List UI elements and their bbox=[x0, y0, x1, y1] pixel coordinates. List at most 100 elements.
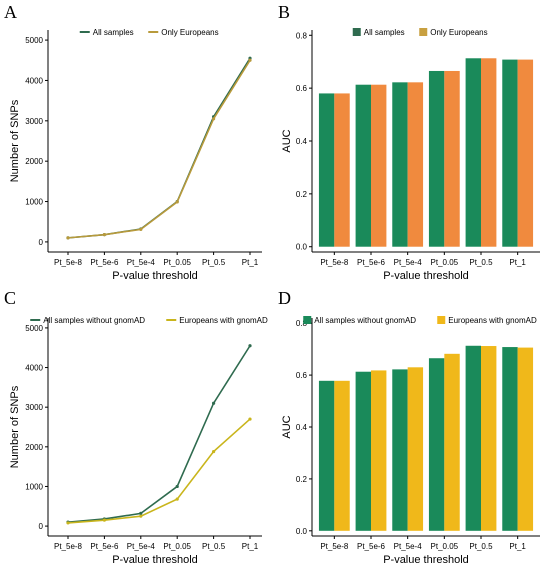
bar bbox=[371, 370, 387, 531]
x-tick-label: Pt_5e-4 bbox=[394, 258, 423, 267]
y-tick-label: 0.8 bbox=[296, 319, 308, 328]
bar bbox=[502, 59, 518, 247]
x-tick-label: Pt_5e-4 bbox=[127, 258, 156, 267]
x-tick-label: Pt_0.5 bbox=[469, 542, 493, 551]
panel-label-c: C bbox=[4, 288, 16, 308]
legend-label-2: Europeans with gnomAD bbox=[448, 316, 537, 325]
x-axis-title: P-value threshold bbox=[112, 270, 198, 282]
bar bbox=[407, 82, 424, 247]
y-tick-label: 1000 bbox=[25, 198, 43, 207]
bar bbox=[481, 58, 497, 247]
data-point bbox=[175, 497, 179, 501]
legend-label-1: All samples without gnomAD bbox=[314, 316, 416, 325]
bar bbox=[517, 59, 534, 247]
x-tick-label: Pt_5e-6 bbox=[90, 258, 119, 267]
x-tick-label: Pt_5e-8 bbox=[320, 258, 349, 267]
data-point bbox=[248, 58, 252, 62]
legend-swatch-1 bbox=[352, 28, 361, 36]
data-point bbox=[102, 518, 106, 522]
series-line-2 bbox=[67, 418, 251, 524]
bar bbox=[371, 84, 387, 247]
legend-swatch-2 bbox=[437, 316, 446, 324]
y-tick-label: 0.0 bbox=[296, 527, 308, 536]
y-tick-label: 0.2 bbox=[296, 475, 308, 484]
data-point bbox=[248, 344, 252, 348]
y-axis-title: AUC bbox=[281, 415, 293, 438]
data-point bbox=[175, 200, 179, 204]
y-tick-label: 1000 bbox=[25, 482, 43, 491]
data-point bbox=[66, 236, 70, 240]
x-tick-label: Pt_5e-8 bbox=[320, 542, 349, 551]
y-tick-label: 0 bbox=[39, 238, 44, 247]
y-tick-label: 5000 bbox=[25, 36, 43, 45]
x-tick-label: Pt_5e-6 bbox=[90, 542, 119, 551]
bar bbox=[517, 347, 534, 531]
y-axis-title: Number of SNPs bbox=[9, 99, 21, 182]
y-axis-title: Number of SNPs bbox=[9, 385, 21, 468]
data-point bbox=[139, 511, 143, 516]
data-point bbox=[248, 417, 252, 421]
data-point bbox=[139, 227, 143, 231]
bar bbox=[444, 353, 460, 531]
bar bbox=[481, 346, 497, 531]
bar bbox=[318, 93, 335, 247]
y-tick-label: 3000 bbox=[25, 403, 43, 412]
bar bbox=[392, 369, 408, 531]
x-tick-label: Pt_0.05 bbox=[431, 258, 459, 267]
legend-swatch-2 bbox=[419, 28, 428, 36]
bar bbox=[355, 84, 371, 247]
data-point bbox=[212, 117, 216, 121]
data-point bbox=[175, 484, 179, 489]
legend-label-1: All samples bbox=[93, 28, 134, 37]
bar bbox=[465, 345, 481, 531]
data-point bbox=[212, 401, 216, 405]
x-tick-label: Pt_1 bbox=[509, 258, 526, 267]
x-axis-title: P-value threshold bbox=[112, 554, 198, 566]
x-tick-label: Pt_1 bbox=[242, 542, 259, 551]
y-tick-label: 0.6 bbox=[296, 84, 308, 93]
x-tick-label: Pt_0.5 bbox=[469, 258, 493, 267]
x-tick-label: Pt_0.05 bbox=[163, 542, 191, 551]
data-point bbox=[139, 514, 143, 518]
legend-label-2: Only Europeans bbox=[161, 28, 218, 37]
y-tick-label: 0 bbox=[39, 522, 44, 531]
y-tick-label: 4000 bbox=[25, 76, 43, 85]
x-tick-label: Pt_5e-8 bbox=[54, 258, 83, 267]
data-point bbox=[102, 233, 106, 237]
bar bbox=[444, 70, 460, 247]
bar bbox=[502, 347, 518, 531]
y-tick-label: 0.2 bbox=[296, 190, 308, 199]
bar bbox=[428, 70, 445, 247]
y-axis-title: AUC bbox=[281, 129, 293, 152]
panel-label-b: B bbox=[278, 2, 290, 22]
bar bbox=[428, 358, 445, 531]
legend-label-1: All samples bbox=[364, 28, 405, 37]
data-point bbox=[212, 449, 216, 454]
bar bbox=[465, 58, 481, 247]
bar bbox=[334, 93, 350, 247]
bar bbox=[334, 380, 350, 531]
legend-label-2: Only Europeans bbox=[430, 28, 487, 37]
x-tick-label: Pt_5e-8 bbox=[54, 542, 83, 551]
y-tick-label: 2000 bbox=[25, 157, 43, 166]
panel-label-d: D bbox=[278, 288, 291, 308]
x-tick-label: Pt_5e-4 bbox=[394, 542, 423, 551]
y-tick-label: 0.4 bbox=[296, 137, 308, 146]
x-tick-label: Pt_0.05 bbox=[431, 542, 459, 551]
x-tick-label: Pt_5e-6 bbox=[357, 542, 386, 551]
legend-swatch-1 bbox=[303, 316, 312, 324]
x-tick-label: Pt_5e-4 bbox=[127, 542, 156, 551]
series-line-2 bbox=[67, 59, 251, 239]
y-tick-label: 2000 bbox=[25, 443, 43, 452]
y-tick-label: 5000 bbox=[25, 324, 43, 333]
y-tick-label: 3000 bbox=[25, 117, 43, 126]
chart-a: 0 1000 2000 3000 4000 5000 Pt_5e-8 Pt_5e-6 Pt_5e… bbox=[9, 28, 262, 282]
data-point bbox=[66, 521, 70, 525]
bar bbox=[407, 367, 424, 531]
bar bbox=[355, 371, 371, 531]
x-axis-title: P-value threshold bbox=[383, 270, 469, 282]
x-tick-label: Pt_0.05 bbox=[163, 258, 191, 267]
legend-label-1: All samples without gnomAD bbox=[43, 316, 145, 325]
y-tick-label: 0.8 bbox=[296, 31, 308, 40]
